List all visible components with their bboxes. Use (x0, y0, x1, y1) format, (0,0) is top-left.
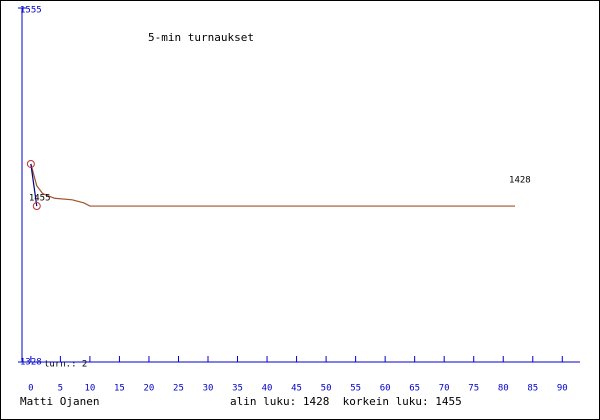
point (32, 202, 41, 211)
x-tick-label: 5 (58, 384, 63, 394)
value-label: 1428 (509, 176, 531, 186)
x-tick-label: 55 (350, 384, 361, 394)
x-tick-label: 85 (527, 384, 538, 394)
y-tick-label: 1328 (20, 358, 42, 368)
chart-title: 5-min turnaukset (148, 31, 254, 44)
count-label: turn.: 2 (44, 360, 87, 370)
x-tick-label: 80 (498, 384, 509, 394)
x-tick-label: 35 (232, 384, 243, 394)
x-tick-label: 75 (468, 384, 479, 394)
x-tick-label: 65 (409, 384, 420, 394)
value-label: 1455 (29, 193, 51, 203)
x-tick-label: 25 (173, 384, 184, 394)
x-tick-label: 20 (144, 384, 155, 394)
series-line (30, 163, 38, 207)
x-tick-label: 70 (439, 384, 450, 394)
x-tick-label: 40 (262, 384, 273, 394)
summary: alin luku: 1428 korkein luku: 1455 (230, 395, 462, 408)
y-tick-label: 1555 (20, 6, 42, 16)
x-tick-label: 15 (114, 384, 125, 394)
series-line (30, 163, 516, 207)
x-tick-label: 90 (557, 384, 568, 394)
x-tick-label: 45 (291, 384, 302, 394)
x-tick-label: 30 (203, 384, 214, 394)
author: Matti Ojanen (20, 395, 99, 408)
point (26, 159, 35, 168)
x-tick-label: 0 (28, 384, 33, 394)
x-tick-label: 50 (321, 384, 332, 394)
x-tick-label: 10 (84, 384, 95, 394)
x-tick-label: 60 (380, 384, 391, 394)
